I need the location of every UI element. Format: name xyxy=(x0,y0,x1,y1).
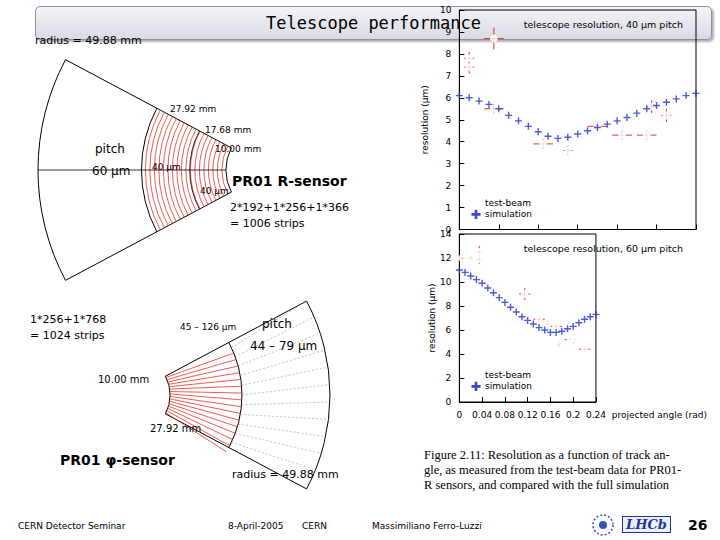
svg-text:2: 2 xyxy=(446,181,452,191)
svg-text:10.00 mm: 10.00 mm xyxy=(215,144,261,154)
svg-text:0.08: 0.08 xyxy=(495,410,515,420)
svg-text:pitch: pitch xyxy=(95,142,125,156)
svg-text:radius = 49.88 mm: radius = 49.88 mm xyxy=(232,468,339,481)
svg-text:27.92 mm: 27.92 mm xyxy=(170,104,216,114)
svg-text:2: 2 xyxy=(446,373,452,383)
svg-text:5: 5 xyxy=(446,115,452,125)
svg-text:6: 6 xyxy=(446,325,452,335)
svg-text:40 µm: 40 µm xyxy=(200,186,229,196)
svg-text:test-beam: test-beam xyxy=(485,370,531,380)
svg-text:3: 3 xyxy=(446,159,452,169)
svg-text:14: 14 xyxy=(440,229,452,239)
svg-text:0.12: 0.12 xyxy=(518,410,538,420)
svg-text:projected angle (rad): projected angle (rad) xyxy=(612,410,707,420)
svg-text:1*256+1*768: 1*256+1*768 xyxy=(30,313,106,326)
svg-text:= 1024 strips: = 1024 strips xyxy=(30,329,105,342)
svg-text:PR01 R-sensor: PR01 R-sensor xyxy=(232,173,347,189)
svg-text:12: 12 xyxy=(440,253,451,263)
svg-text:0.24: 0.24 xyxy=(586,410,606,420)
svg-text:resolution (µm): resolution (µm) xyxy=(420,85,430,154)
svg-text:= 1006 strips: = 1006 strips xyxy=(230,217,305,230)
svg-text:8: 8 xyxy=(446,49,452,59)
svg-text:27.92 mm: 27.92 mm xyxy=(150,423,201,434)
svg-text:17.68 mm: 17.68 mm xyxy=(205,125,251,135)
svg-text:9: 9 xyxy=(446,27,452,37)
svg-text:6: 6 xyxy=(446,93,452,103)
svg-text:44 – 79 µm: 44 – 79 µm xyxy=(250,339,317,353)
svg-text:simulation: simulation xyxy=(485,209,532,219)
svg-text:45 – 126 µm: 45 – 126 µm xyxy=(180,322,236,332)
svg-text:telescope resolution, 40 µm pi: telescope resolution, 40 µm pitch xyxy=(524,19,683,30)
svg-text:7: 7 xyxy=(446,71,452,81)
svg-text:10.00 mm: 10.00 mm xyxy=(98,374,149,385)
svg-text:2*192+1*256+1*366: 2*192+1*256+1*366 xyxy=(230,201,349,214)
svg-text:0.16: 0.16 xyxy=(540,410,560,420)
svg-text:test-beam: test-beam xyxy=(485,198,531,208)
svg-text:1: 1 xyxy=(446,203,452,213)
svg-text:8: 8 xyxy=(446,301,452,311)
svg-text:PR01 φ-sensor: PR01 φ-sensor xyxy=(60,452,175,468)
svg-text:4: 4 xyxy=(446,137,452,147)
svg-text:60 µm: 60 µm xyxy=(92,164,130,178)
svg-text:resolution (µm): resolution (µm) xyxy=(427,283,437,352)
svg-text:0.04: 0.04 xyxy=(472,410,492,420)
svg-text:10: 10 xyxy=(440,277,452,287)
svg-text:40 µm: 40 µm xyxy=(152,162,181,172)
svg-text:telescope resolution, 60 µm pi: telescope resolution, 60 µm pitch xyxy=(524,243,683,254)
svg-text:0: 0 xyxy=(446,397,452,407)
svg-text:radius = 49.88 mm: radius = 49.88 mm xyxy=(35,34,142,47)
svg-text:pitch: pitch xyxy=(262,317,292,331)
svg-text:simulation: simulation xyxy=(485,381,532,391)
svg-text:4: 4 xyxy=(446,349,452,359)
svg-text:0: 0 xyxy=(456,410,462,420)
svg-text:10: 10 xyxy=(440,5,452,15)
svg-text:0.2: 0.2 xyxy=(566,410,580,420)
